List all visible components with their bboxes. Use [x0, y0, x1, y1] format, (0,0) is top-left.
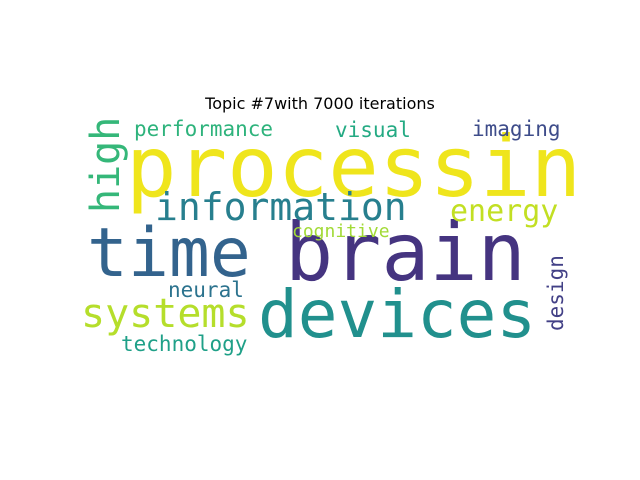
word-design: design — [544, 255, 568, 331]
word-cognitive: cognitive — [292, 221, 390, 242]
figure-title: Topic #7with 7000 iterations — [205, 94, 435, 113]
word-visual: visual — [335, 119, 411, 142]
word-brain: brain — [285, 206, 526, 299]
word-cloud: processing brain devices time informatio… — [80, 119, 575, 366]
word-performance: performance — [134, 119, 274, 141]
word-energy: energy — [450, 194, 559, 229]
word-imaging: imaging — [472, 119, 561, 141]
word-neural: neural — [168, 278, 244, 302]
word-systems: systems — [81, 291, 250, 337]
word-information: information — [155, 185, 407, 229]
word-devices: devices — [258, 276, 537, 353]
word-processing: processing — [126, 119, 575, 216]
word-time: time — [87, 214, 251, 293]
word-technology: technology — [121, 332, 248, 356]
word-high: high — [83, 119, 129, 213]
